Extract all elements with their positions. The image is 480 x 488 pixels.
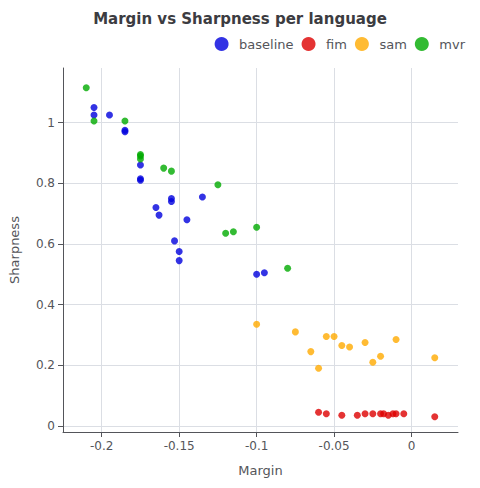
svg-text:-0.1: -0.1 — [245, 439, 268, 453]
svg-text:0.2: 0.2 — [36, 358, 55, 372]
svg-text:-0.2: -0.2 — [90, 439, 113, 453]
svg-text:0.6: 0.6 — [36, 237, 55, 251]
svg-text:baseline: baseline — [239, 37, 293, 52]
svg-text:0: 0 — [408, 439, 416, 453]
svg-text:Margin vs Sharpness per langua: Margin vs Sharpness per language — [93, 10, 387, 28]
svg-text:Sharpness: Sharpness — [7, 216, 22, 284]
svg-text:sam: sam — [379, 37, 406, 52]
svg-text:0.8: 0.8 — [36, 176, 55, 190]
svg-text:mvr: mvr — [439, 37, 465, 52]
svg-text:fim: fim — [326, 37, 347, 52]
svg-text:1: 1 — [47, 116, 55, 130]
svg-text:-0.15: -0.15 — [164, 439, 195, 453]
svg-text:Margin: Margin — [238, 463, 282, 478]
svg-text:0.4: 0.4 — [36, 298, 55, 312]
svg-text:0: 0 — [47, 419, 55, 433]
svg-text:-0.05: -0.05 — [319, 439, 350, 453]
